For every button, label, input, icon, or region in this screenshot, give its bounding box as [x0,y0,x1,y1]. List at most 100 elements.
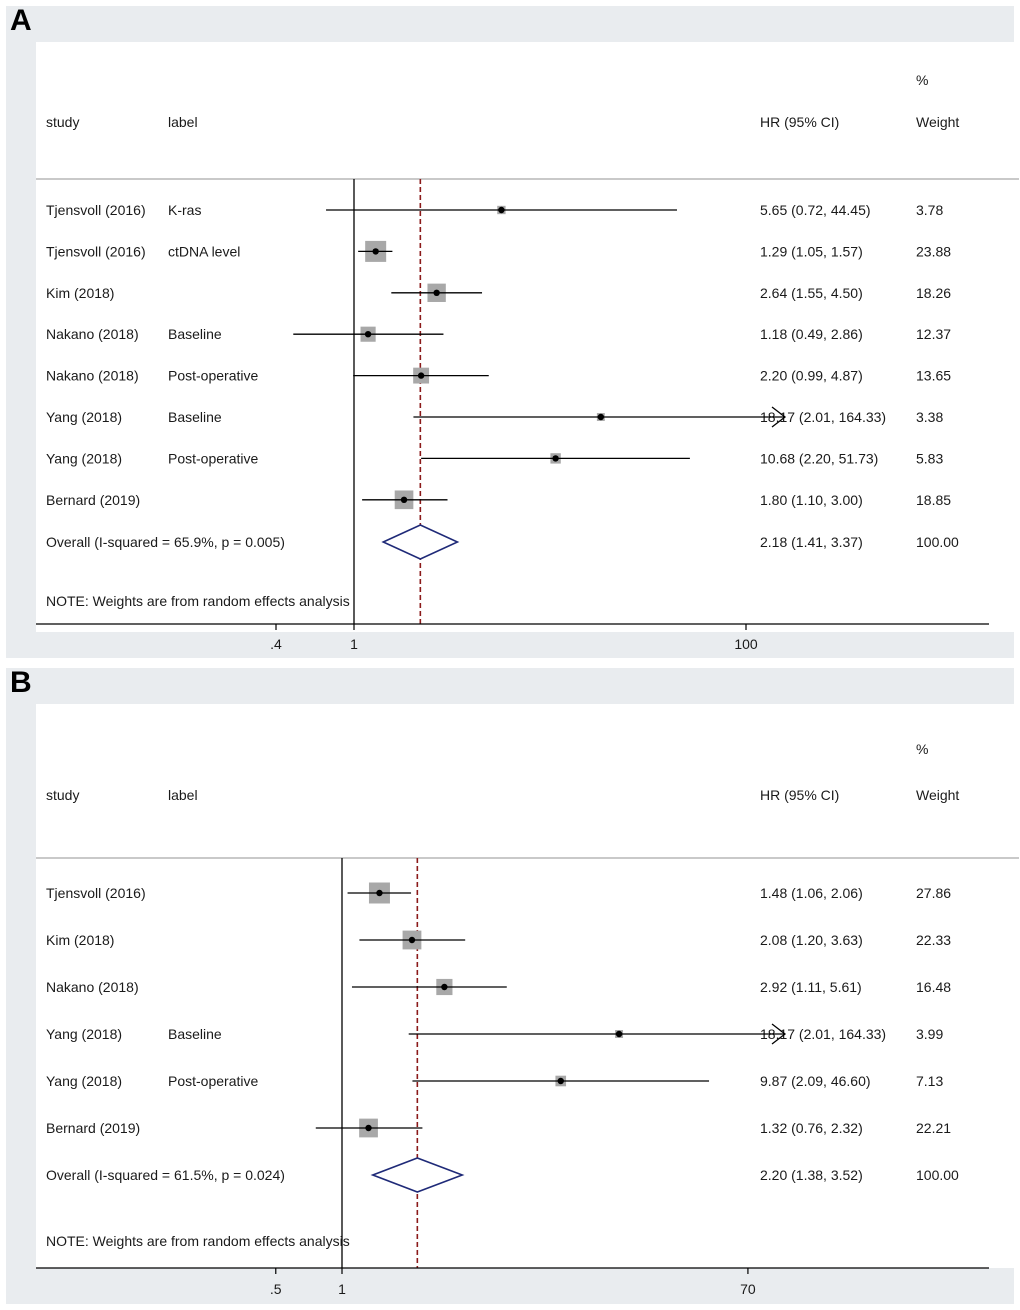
point-estimate [372,248,379,255]
header-weight: Weight [916,787,959,803]
point-estimate [400,496,408,503]
row-label: Post-operative [168,450,258,466]
row-hr-ci: 2.08 (1.20, 3.63) [760,932,863,948]
x-tick-label: .5 [270,1281,282,1297]
row-study: Nakano (2018) [46,368,139,384]
row-hr-ci: 5.65 (0.72, 44.45) [760,202,871,218]
row-label: K-ras [168,202,201,218]
x-tick-label: 100 [734,636,758,652]
point-estimate [557,1077,564,1085]
panel-a-letter: A [10,4,32,37]
row-hr-ci: 9.87 (2.09, 46.60) [760,1073,871,1089]
point-estimate [597,413,605,421]
header-study: study [46,787,79,803]
overall-hr-ci: 2.18 (1.41, 3.37) [760,534,863,550]
row-label: Baseline [168,326,222,342]
row-hr-ci: 1.48 (1.06, 2.06) [760,885,863,901]
row-weight: 5.83 [916,450,943,466]
row-study: Yang (2018) [46,409,122,425]
row-label: Baseline [168,409,222,425]
row-study: Nakano (2018) [46,326,139,342]
overall-hr-ci: 2.20 (1.38, 3.52) [760,1167,863,1183]
header-weight: Weight [916,114,959,130]
row-hr-ci: 2.64 (1.55, 4.50) [760,285,863,301]
row-hr-ci: 18.17 (2.01, 164.33) [760,1026,886,1042]
row-label: Post-operative [168,368,258,384]
x-tick-label: .4 [270,636,282,652]
point-estimate [615,1030,623,1038]
forest-plot-a: % study label HR (95% CI) Weight Tjensvoll (2… [36,72,1019,652]
ci-arrow [771,406,787,428]
x-tick-label: 1 [350,636,358,652]
point-estimate [365,1124,372,1132]
row-weight: 18.26 [916,285,951,301]
header-percent: % [916,741,928,757]
row-label: Post-operative [168,1073,258,1089]
header-percent: % [916,72,928,88]
row-hr-ci: 1.29 (1.05, 1.57) [760,243,863,259]
header-hr: HR (95% CI) [760,114,839,130]
row-weight: 12.37 [916,326,951,342]
row-weight: 23.88 [916,243,951,259]
panel-a: A % study label HR (95% CI) Weight Tjensvoll … [6,4,1019,658]
header-label: label [168,787,198,803]
row-weight: 3.78 [916,202,943,218]
x-tick-label: 1 [338,1281,346,1297]
row-weight: 13.65 [916,368,951,384]
row-hr-ci: 10.68 (2.20, 51.73) [760,450,878,466]
overall-weight: 100.00 [916,1167,959,1183]
row-label: ctDNA level [168,243,240,259]
overall-label: Overall (I-squared = 61.5%, p = 0.024) [46,1167,285,1183]
header-hr: HR (95% CI) [760,787,839,803]
row-hr-ci: 1.18 (0.49, 2.86) [760,326,863,342]
row-study: Yang (2018) [46,1073,122,1089]
row-hr-ci: 1.80 (1.10, 3.00) [760,492,863,508]
overall-weight: 100.00 [916,534,959,550]
point-estimate [408,936,416,944]
note-text: NOTE: Weights are from random effects an… [46,1233,350,1249]
row-study: Bernard (2019) [46,1120,140,1136]
overall-diamond [370,1157,465,1193]
overall-label: Overall (I-squared = 65.9%, p = 0.005) [46,534,285,550]
row-study: Tjensvoll (2016) [46,243,146,259]
row-hr-ci: 1.32 (0.76, 2.32) [760,1120,863,1136]
row-study: Yang (2018) [46,1026,122,1042]
row-weight: 18.85 [916,492,951,508]
row-weight: 27.86 [916,885,951,901]
row-study: Yang (2018) [46,450,122,466]
panel-a-plot-area: % study label HR (95% CI) Weight Tjensvoll (2… [36,42,1019,652]
row-study: Bernard (2019) [46,492,140,508]
ci-arrow [771,1023,787,1045]
panel-b: B % study label HR (95% CI) Weight Tjensvoll … [6,666,1019,1304]
panel-b-letter: B [10,666,32,699]
row-hr-ci: 2.20 (0.99, 4.87) [760,368,863,384]
note-text: NOTE: Weights are from random effects an… [46,593,350,609]
point-estimate [364,331,372,338]
header-label: label [168,114,198,130]
row-weight: 22.21 [916,1120,951,1136]
row-weight: 7.13 [916,1073,943,1089]
point-estimate [441,983,448,991]
point-estimate [376,889,383,897]
row-hr-ci: 2.92 (1.11, 5.61) [760,979,862,995]
overall-diamond [381,524,460,560]
forest-plot-b: % study label HR (95% CI) Weight Tjensvoll (2… [36,741,1019,1297]
row-weight: 3.99 [916,1026,943,1042]
header-study: study [46,114,79,130]
point-estimate [433,289,440,296]
row-study: Tjensvoll (2016) [46,202,146,218]
row-hr-ci: 18.17 (2.01, 164.33) [760,409,886,425]
point-estimate [552,455,559,462]
row-weight: 3.38 [916,409,943,425]
row-study: Tjensvoll (2016) [46,885,146,901]
row-weight: 16.48 [916,979,951,995]
row-study: Nakano (2018) [46,979,139,995]
panel-b-plot-area: % study label HR (95% CI) Weight Tjensvoll (2… [36,704,1019,1297]
point-estimate [498,206,505,214]
row-study: Kim (2018) [46,932,114,948]
x-tick-label: 70 [740,1281,756,1297]
point-estimate [417,372,425,379]
row-weight: 22.33 [916,932,951,948]
row-label: Baseline [168,1026,222,1042]
row-study: Kim (2018) [46,285,114,301]
